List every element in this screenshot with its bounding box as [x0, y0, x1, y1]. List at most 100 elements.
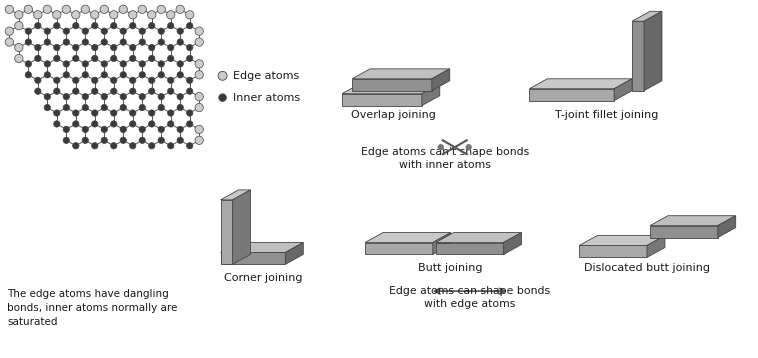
Circle shape	[73, 88, 79, 95]
Circle shape	[130, 88, 136, 95]
Polygon shape	[433, 233, 451, 255]
Circle shape	[25, 39, 32, 45]
Polygon shape	[632, 11, 662, 21]
Circle shape	[63, 61, 70, 67]
Polygon shape	[436, 242, 503, 255]
Circle shape	[101, 39, 108, 45]
Circle shape	[186, 142, 193, 149]
Circle shape	[54, 88, 60, 95]
Circle shape	[139, 105, 146, 111]
Circle shape	[168, 88, 174, 95]
Circle shape	[120, 39, 127, 45]
Circle shape	[168, 121, 174, 127]
Circle shape	[119, 5, 127, 14]
Text: Inner atoms: Inner atoms	[233, 93, 299, 103]
Circle shape	[177, 28, 183, 34]
Circle shape	[218, 71, 227, 80]
Circle shape	[92, 44, 98, 51]
Circle shape	[63, 105, 70, 111]
Polygon shape	[233, 190, 250, 264]
Circle shape	[130, 55, 136, 62]
Circle shape	[177, 61, 183, 67]
Circle shape	[130, 77, 136, 83]
Polygon shape	[221, 252, 285, 264]
Circle shape	[186, 110, 193, 116]
Polygon shape	[221, 242, 303, 252]
Circle shape	[139, 126, 146, 132]
Text: T-joint fillet joining: T-joint fillet joining	[556, 111, 659, 121]
Text: Corner joining: Corner joining	[224, 273, 302, 283]
Circle shape	[120, 93, 127, 100]
Circle shape	[111, 121, 117, 127]
Circle shape	[219, 94, 227, 101]
Circle shape	[186, 44, 193, 51]
Circle shape	[120, 72, 127, 78]
Circle shape	[62, 5, 70, 14]
Text: Overlap joining: Overlap joining	[350, 111, 435, 121]
Circle shape	[43, 5, 52, 14]
Circle shape	[438, 145, 443, 150]
Circle shape	[186, 55, 193, 62]
Circle shape	[82, 61, 89, 67]
Circle shape	[63, 39, 70, 45]
Circle shape	[73, 55, 79, 62]
Circle shape	[44, 93, 51, 100]
Circle shape	[73, 110, 79, 116]
Circle shape	[101, 72, 108, 78]
Circle shape	[139, 93, 146, 100]
Circle shape	[158, 39, 164, 45]
Polygon shape	[285, 242, 303, 264]
Circle shape	[186, 121, 193, 127]
Circle shape	[14, 54, 23, 63]
Text: The edge atoms have dangling
bonds, inner atoms normally are
saturated: The edge atoms have dangling bonds, inne…	[8, 289, 177, 327]
Circle shape	[120, 105, 127, 111]
Circle shape	[73, 23, 79, 29]
Circle shape	[92, 142, 98, 149]
Polygon shape	[529, 89, 614, 101]
Circle shape	[82, 28, 89, 34]
Circle shape	[73, 44, 79, 51]
Polygon shape	[644, 11, 662, 91]
Circle shape	[177, 126, 183, 132]
Circle shape	[24, 5, 33, 14]
Circle shape	[130, 110, 136, 116]
Circle shape	[139, 39, 146, 45]
Circle shape	[44, 28, 51, 34]
Circle shape	[54, 23, 60, 29]
Circle shape	[138, 5, 146, 14]
Circle shape	[139, 72, 146, 78]
Circle shape	[33, 11, 42, 19]
Circle shape	[73, 77, 79, 83]
Text: Butt joining: Butt joining	[418, 263, 483, 273]
Circle shape	[52, 11, 61, 19]
Circle shape	[82, 126, 89, 132]
Circle shape	[35, 55, 41, 62]
Circle shape	[25, 72, 32, 78]
Circle shape	[82, 72, 89, 78]
Circle shape	[92, 121, 98, 127]
Circle shape	[149, 88, 155, 95]
Polygon shape	[718, 216, 736, 238]
Circle shape	[195, 71, 203, 79]
Circle shape	[5, 5, 14, 14]
Circle shape	[130, 121, 136, 127]
Text: Edge atoms can't shape bonds
with inner atoms: Edge atoms can't shape bonds with inner …	[361, 147, 529, 170]
Circle shape	[73, 121, 79, 127]
Circle shape	[177, 137, 183, 144]
Circle shape	[35, 88, 41, 95]
Circle shape	[101, 105, 108, 111]
Circle shape	[35, 23, 41, 29]
Polygon shape	[529, 79, 632, 89]
Text: Edge atoms can shape bonds
with edge atoms: Edge atoms can shape bonds with edge ato…	[389, 286, 550, 309]
Polygon shape	[342, 84, 440, 94]
Circle shape	[63, 72, 70, 78]
Circle shape	[111, 142, 117, 149]
Circle shape	[63, 137, 70, 144]
Polygon shape	[365, 242, 433, 255]
Circle shape	[157, 5, 165, 14]
Circle shape	[129, 11, 137, 19]
Circle shape	[101, 61, 108, 67]
Circle shape	[73, 142, 79, 149]
Circle shape	[177, 39, 183, 45]
Circle shape	[111, 77, 117, 83]
